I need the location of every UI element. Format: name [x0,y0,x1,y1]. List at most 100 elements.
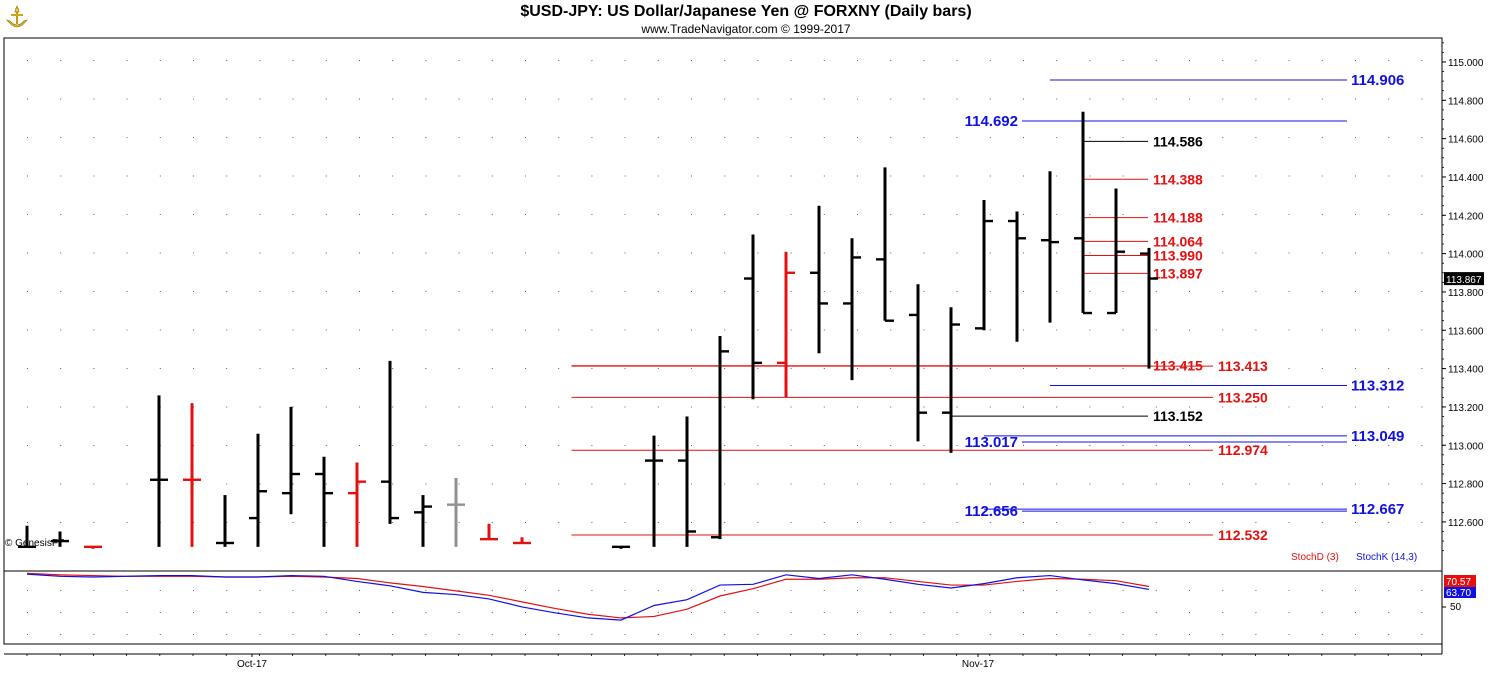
grid-dot [1388,137,1390,138]
grid-dot [1288,291,1290,292]
grid-dot [1388,175,1390,177]
grid-dot [27,590,28,591]
grid-dot [1155,406,1157,408]
grid-dot [27,60,28,61]
grid-dot [1388,522,1390,523]
grid-dot [1355,291,1356,292]
grid-dot [491,590,493,591]
grid-dot [1023,522,1024,523]
grid-dot [657,252,659,254]
y-tick-label: 112.800 [1448,480,1484,491]
grid-dot [1388,329,1390,331]
grid-dot [1255,368,1257,369]
grid-dot [724,175,726,177]
grid-dot [989,634,991,635]
y-tick-label: 114.000 [1448,250,1484,261]
grid-dot [890,214,892,215]
ohlc-bar [1008,211,1026,342]
grid-dot [923,483,925,485]
grid-dot [525,406,526,408]
grid-dot [691,175,692,177]
grid-dot [1421,329,1423,331]
grid-dot [126,634,128,635]
level-label: 114.692 [965,113,1018,130]
grid-dot [691,368,692,369]
grid-dot [923,60,925,61]
grid-dot [60,612,62,613]
grid-dot [1222,483,1224,485]
grid-dot [325,483,327,485]
grid-dot [27,98,28,100]
grid-dot [624,137,626,138]
grid-dot [691,60,692,61]
grid-dot [1089,445,1091,446]
grid-dot [1421,214,1423,215]
grid-dot [458,406,460,408]
grid-dot [60,634,62,635]
grid-dot [1089,291,1091,292]
grid-dot [226,483,228,485]
grid-dot [1321,98,1323,100]
grid-dot [1122,137,1124,138]
grid-dot [989,483,991,485]
grid-dot [259,175,261,177]
grid-dot [757,291,759,292]
grid-dot [1155,214,1157,215]
grid-dot [226,291,228,292]
grid-dot [1355,137,1356,138]
grid-dot [790,445,792,446]
grid-dot [27,406,28,408]
grid-dot [591,445,593,446]
grid-dot [691,406,692,408]
grid-dot [724,634,726,635]
grid-dot [491,483,493,485]
ohlc-bar [513,537,531,545]
grid-dot [624,329,626,331]
grid-dot [392,137,394,138]
grid-dot [491,60,493,61]
grid-dot [159,214,161,215]
grid-dot [989,60,991,61]
grid-dot [525,368,526,369]
grid-dot [691,214,692,215]
grid-dot [890,634,892,635]
grid-dot [624,612,626,613]
grid-dot [458,634,460,635]
grid-dot [1155,634,1157,635]
grid-dot [126,137,128,138]
grid-dot [1089,60,1091,61]
grid-dot [1189,634,1190,635]
grid-dot [392,368,394,369]
grid-dot [1122,175,1124,177]
grid-dot [359,291,360,292]
grid-dot [923,522,925,523]
grid-dot [1288,137,1290,138]
grid-dot [1321,368,1323,369]
grid-dot [1122,368,1124,369]
grid-dot [857,329,858,331]
grid-dot [93,522,95,523]
grid-dot [126,60,128,61]
grid-dot [325,137,327,138]
grid-dot [1222,60,1224,61]
grid-dot [193,137,194,138]
grid-dot [657,175,659,177]
grid-dot [27,175,28,177]
grid-dot [591,368,593,369]
grid-dot [325,291,327,292]
grid-dot [60,252,62,254]
grid-dot [1388,98,1390,100]
grid-dot [458,60,460,61]
grid-dot [27,291,28,292]
grid-dot [226,329,228,331]
grid-dot [591,291,593,292]
grid-dot [724,252,726,254]
grid-dot [1222,252,1224,254]
grid-dot [923,98,925,100]
grid-dot [1321,590,1323,591]
grid-dot [1288,98,1290,100]
trade-navigator-logo-icon [6,5,28,28]
grid-dot [1189,522,1190,523]
grid-dot [558,175,560,177]
grid-dot [857,252,858,254]
